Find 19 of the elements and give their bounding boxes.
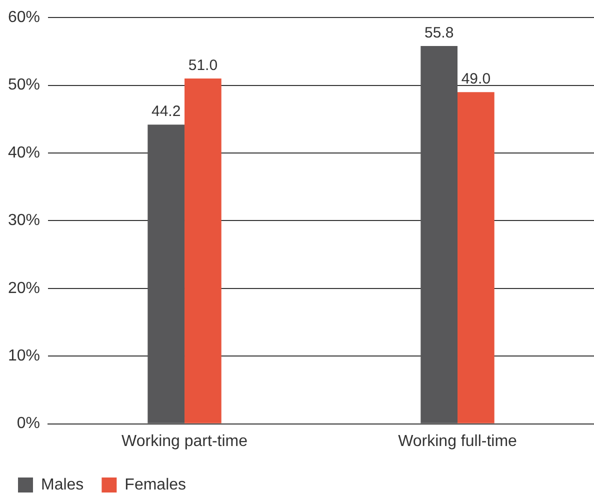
bar (148, 124, 185, 424)
y-tick-label: 10% (8, 348, 40, 365)
data-label: 51.0 (188, 57, 218, 74)
y-tick-label: 60% (8, 9, 40, 26)
bar (184, 78, 222, 424)
y-tick-label: 40% (8, 144, 40, 162)
y-tick-label: 30% (8, 212, 40, 230)
data-label: 49.0 (461, 70, 491, 88)
bar (420, 46, 458, 424)
y-tick-label: 0% (16, 415, 40, 432)
bar (458, 92, 494, 424)
y-tick-label: 50% (8, 76, 40, 94)
legend-label: Males (41, 476, 84, 494)
legend-label: Females (124, 476, 186, 494)
x-tick-label: Working part-time (122, 432, 248, 450)
data-label: 55.8 (424, 24, 454, 42)
y-tick-label: 20% (8, 280, 40, 297)
x-tick-label: Working full-time (398, 432, 518, 450)
data-label: 44.2 (151, 103, 181, 120)
